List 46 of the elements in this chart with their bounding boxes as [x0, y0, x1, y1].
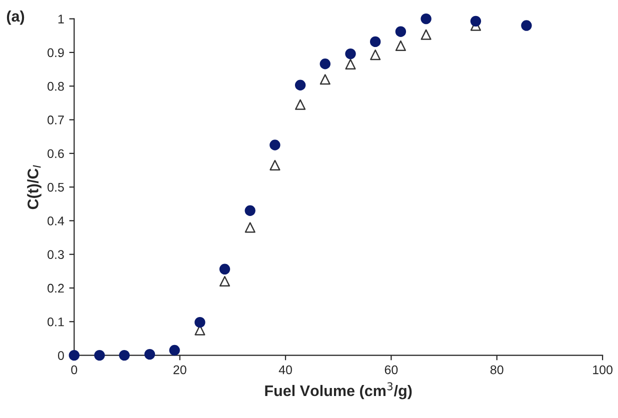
point — [270, 160, 280, 170]
point — [144, 348, 156, 360]
point — [244, 222, 256, 233]
point — [420, 29, 432, 40]
point — [219, 276, 230, 287]
point — [370, 36, 381, 48]
point — [169, 344, 180, 356]
point — [420, 13, 432, 24]
y-tick-label: 0 — [58, 351, 64, 360]
point — [270, 140, 280, 150]
y-tick-label: 0.8 — [48, 82, 64, 91]
point — [521, 20, 532, 31]
point — [370, 50, 381, 60]
point — [219, 264, 230, 275]
x-tick-label: 0 — [71, 365, 78, 374]
x-tick-label: 40 — [278, 365, 292, 374]
point — [68, 350, 80, 361]
point — [320, 74, 330, 85]
y-axis-title: C(t)/C$_{I}$ — [27, 165, 42, 210]
x-tick-label: 60 — [384, 365, 398, 374]
y-tick-label: 1 — [58, 14, 64, 24]
y-tick-label: 0.9 — [48, 48, 64, 58]
x-axis-title: Fuel Volume (cm$^{3}$/g) — [265, 382, 412, 400]
point — [294, 80, 306, 90]
point — [395, 26, 406, 37]
point — [345, 48, 356, 60]
y-tick-label: 0.6 — [48, 149, 64, 158]
point — [119, 350, 130, 361]
x-tick-label: 80 — [490, 365, 504, 374]
y-tick-label: 0.4 — [48, 216, 64, 226]
point — [320, 58, 330, 70]
y-tick-label: 0.5 — [48, 182, 64, 192]
x-tick-label: 100 — [593, 365, 612, 374]
point — [395, 40, 406, 52]
point — [244, 205, 256, 216]
y-tick-label: 0.2 — [48, 284, 64, 293]
text: (a) — [6, 10, 24, 25]
point — [345, 58, 356, 70]
point — [94, 350, 105, 361]
point — [295, 99, 306, 110]
y-tick-label: 0.3 — [48, 250, 64, 260]
x-tick-label: 20 — [174, 365, 186, 374]
point — [194, 316, 206, 328]
point — [470, 16, 482, 27]
y-tick-label: 0.7 — [48, 116, 64, 124]
y-tick-label: 0.1 — [48, 317, 64, 326]
